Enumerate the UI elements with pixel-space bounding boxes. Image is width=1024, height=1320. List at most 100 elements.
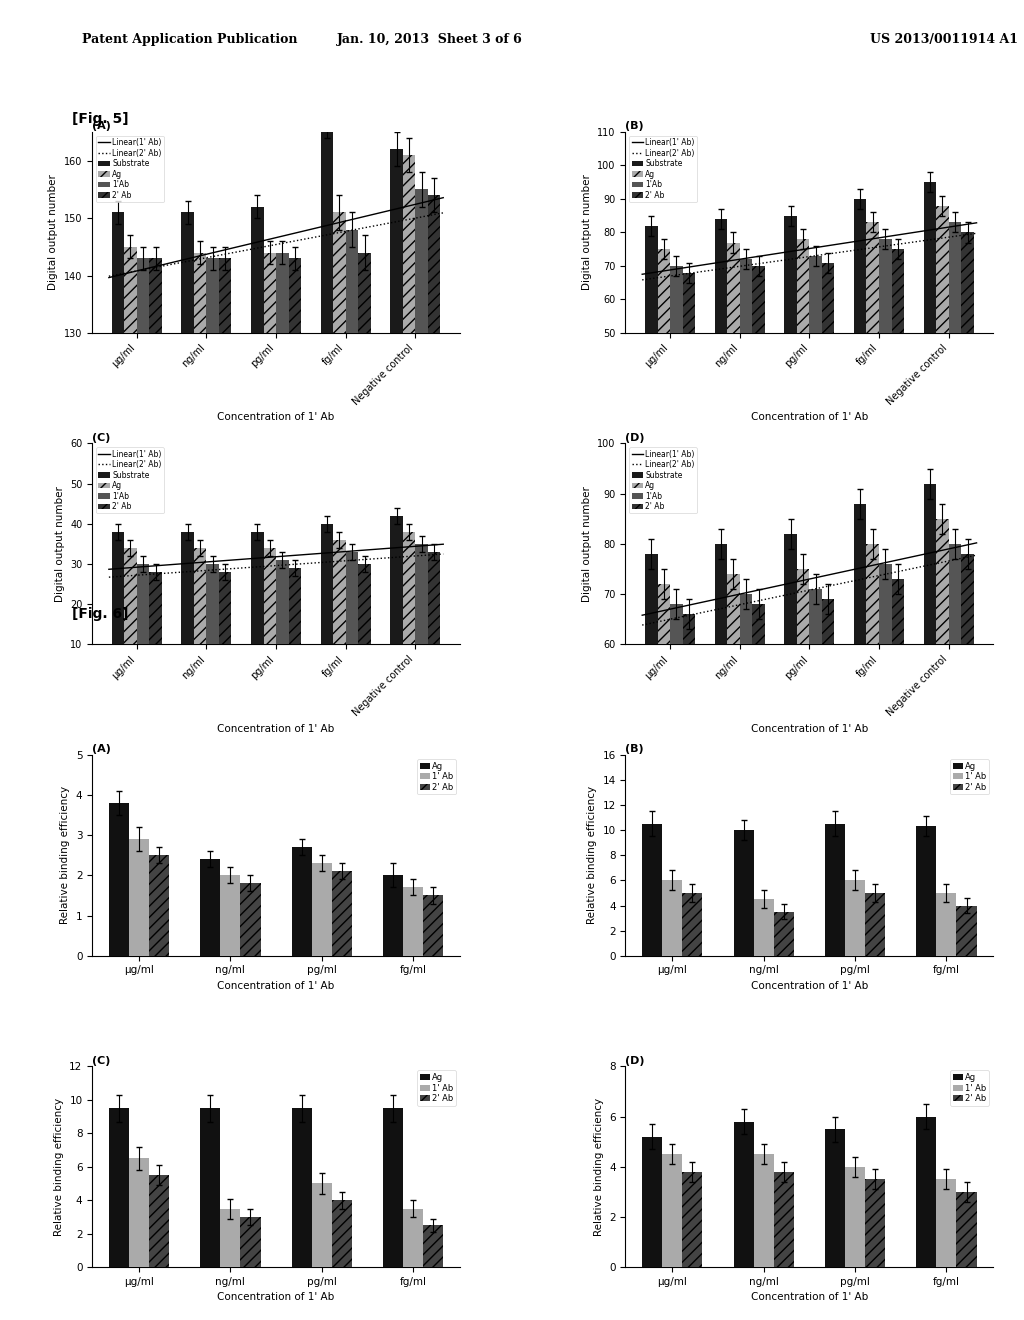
Bar [774, 912, 794, 956]
Linear(1' Ab) [636, 607, 648, 623]
Linear(1' Ab) [953, 539, 966, 554]
X-axis label: Concentration of 1' Ab: Concentration of 1' Ab [217, 1292, 335, 1303]
Bar [220, 1209, 241, 1267]
Bar [403, 1209, 423, 1267]
Bar [948, 544, 962, 945]
Bar [276, 252, 289, 1080]
Linear(1' Ab) [836, 236, 848, 252]
Legend: Ag, 1' Ab, 2' Ab: Ag, 1' Ab, 2' Ab [417, 759, 456, 795]
Bar [797, 569, 809, 945]
Legend: Ag, 1' Ab, 2' Ab: Ag, 1' Ab, 2' Ab [950, 759, 989, 795]
Linear(1' Ab) [410, 197, 422, 213]
Legend: Linear(1' Ab), Linear(2' Ab), Substrate, Ag, 1'Ab, 2' Ab: Linear(1' Ab), Linear(2' Ab), Substrate,… [96, 136, 164, 202]
Bar [263, 252, 276, 1080]
X-axis label: Concentration of 1' Ab: Concentration of 1' Ab [217, 412, 335, 422]
Bar [358, 252, 371, 1080]
Text: [Fig. 6]: [Fig. 6] [72, 607, 128, 622]
Bar [657, 583, 670, 945]
Legend: Ag, 1' Ab, 2' Ab: Ag, 1' Ab, 2' Ab [417, 1071, 456, 1106]
Line: Linear(2' Ab): Linear(2' Ab) [109, 554, 443, 577]
Bar [358, 564, 371, 685]
Bar [715, 219, 727, 500]
Bar [784, 533, 797, 945]
Linear(1' Ab) [971, 215, 983, 231]
Bar [936, 1179, 956, 1267]
Bar [739, 594, 753, 945]
Bar [670, 605, 683, 945]
Linear(2' Ab) [102, 569, 115, 585]
Bar [663, 1154, 682, 1267]
Bar [194, 252, 207, 1080]
Bar [642, 1137, 663, 1267]
Bar [645, 226, 657, 500]
Line: Linear(1' Ab): Linear(1' Ab) [109, 198, 443, 277]
Bar [825, 824, 845, 956]
Bar [109, 1107, 129, 1267]
Bar [822, 263, 835, 500]
Bar [423, 895, 443, 956]
Bar [383, 875, 403, 956]
Linear(2' Ab) [420, 548, 432, 564]
Bar [854, 504, 866, 945]
Bar [219, 259, 231, 1080]
X-axis label: Concentration of 1' Ab: Concentration of 1' Ab [217, 981, 335, 991]
Linear(2' Ab) [636, 618, 648, 634]
Bar [124, 247, 137, 1080]
Linear(1' Ab) [943, 219, 955, 235]
Text: (D): (D) [626, 1056, 645, 1065]
Bar [797, 239, 809, 500]
Linear(2' Ab) [808, 581, 820, 597]
Bar [683, 273, 695, 500]
Bar [936, 206, 948, 500]
Bar [311, 1184, 332, 1267]
Line: Linear(2' Ab): Linear(2' Ab) [642, 234, 977, 280]
Bar [311, 863, 332, 956]
Bar [289, 568, 301, 685]
Bar [727, 574, 739, 945]
Bar [428, 552, 440, 685]
Linear(1' Ab) [410, 539, 422, 554]
Linear(1' Ab) [437, 536, 450, 552]
Bar [263, 548, 276, 685]
Linear(2' Ab) [943, 553, 955, 569]
Linear(1' Ab) [167, 255, 179, 271]
Bar [403, 887, 423, 956]
Linear(2' Ab) [953, 550, 966, 566]
Linear(1' Ab) [437, 190, 450, 206]
Line: Linear(1' Ab): Linear(1' Ab) [642, 543, 977, 615]
Bar [682, 894, 702, 956]
Bar [962, 232, 974, 500]
Linear(1' Ab) [302, 546, 314, 562]
Bar [423, 1225, 443, 1267]
Text: (A): (A) [92, 121, 111, 131]
Linear(2' Ab) [714, 601, 726, 616]
X-axis label: Concentration of 1' Ab: Concentration of 1' Ab [751, 412, 868, 422]
Bar [663, 880, 682, 956]
Bar [753, 265, 765, 500]
Text: Jan. 10, 2013  Sheet 3 of 6: Jan. 10, 2013 Sheet 3 of 6 [337, 33, 523, 46]
Text: Patent Application Publication: Patent Application Publication [82, 33, 297, 46]
Bar [333, 540, 346, 685]
Bar [181, 213, 194, 1080]
Bar [428, 195, 440, 1080]
Bar [276, 560, 289, 685]
Bar [292, 847, 311, 956]
Bar [346, 552, 358, 685]
Bar [962, 554, 974, 945]
Linear(2' Ab) [302, 231, 314, 247]
Bar [137, 259, 150, 1080]
Legend: Linear(1' Ab), Linear(2' Ab), Substrate, Ag, 1'Ab, 2' Ab: Linear(1' Ab), Linear(2' Ab), Substrate,… [630, 136, 697, 202]
Linear(2' Ab) [437, 205, 450, 220]
Bar [194, 548, 207, 685]
Linear(2' Ab) [953, 227, 966, 243]
Y-axis label: Relative binding efficiency: Relative binding efficiency [587, 787, 597, 924]
Bar [892, 249, 904, 500]
Text: (B): (B) [626, 121, 644, 131]
Linear(1' Ab) [102, 561, 115, 577]
Linear(2' Ab) [180, 564, 193, 579]
Bar [956, 1192, 977, 1267]
Bar [124, 548, 137, 685]
Bar [332, 1200, 352, 1267]
Text: (C): (C) [92, 1056, 111, 1065]
Bar [916, 826, 936, 956]
